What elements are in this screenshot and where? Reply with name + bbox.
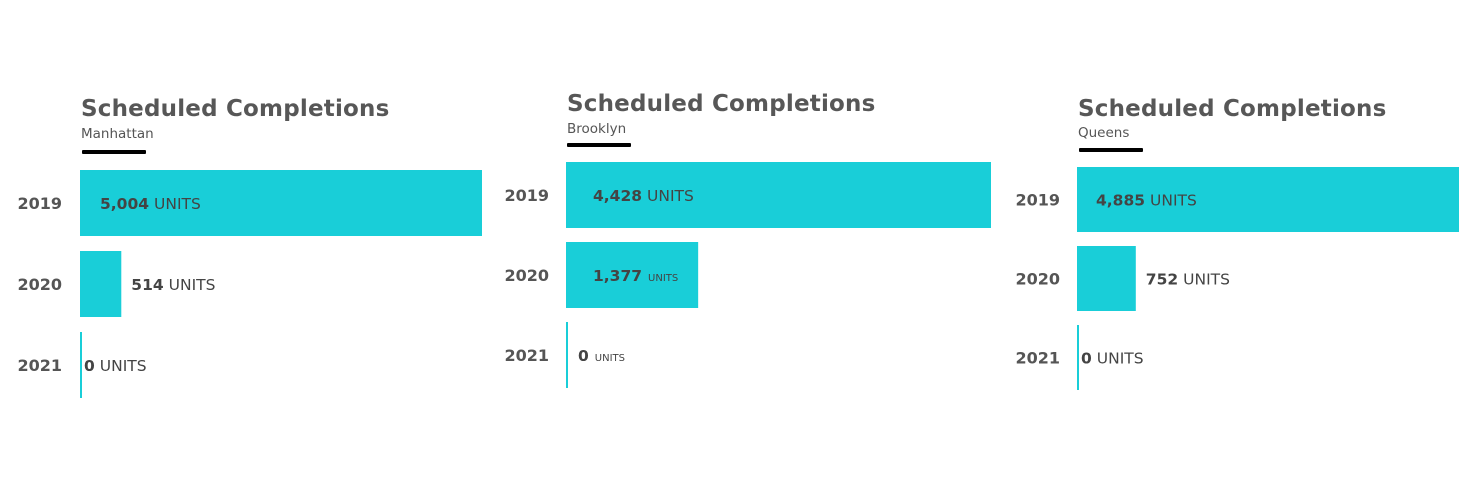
value-unit: UNITS [1150, 192, 1197, 210]
bar-2019 [566, 162, 991, 228]
chart-subtitle: Manhattan [81, 126, 154, 142]
title-underline [567, 143, 631, 147]
value-unit: UNITS [595, 353, 625, 364]
category-label-2020: 2020 [17, 275, 62, 294]
bar-2021 [1077, 325, 1079, 390]
category-label-2021: 2021 [504, 346, 549, 365]
value-label-2019: 5,004 UNITS [100, 195, 201, 213]
value-label-2021: 0 UNITS [84, 357, 147, 375]
category-label-2021: 2021 [17, 356, 62, 375]
value-number: 4,885 [1096, 192, 1145, 210]
bar-2020 [566, 242, 699, 308]
value-number: 0 [578, 347, 589, 365]
bar-2020 [1077, 246, 1136, 311]
value-unit: UNITS [647, 187, 694, 205]
chart-subtitle: Queens [1078, 125, 1130, 141]
bar-2019 [80, 170, 482, 236]
title-underline [1079, 148, 1143, 152]
value-label-2020: 1,377 UNITS [593, 267, 678, 285]
category-label-2021: 2021 [1015, 349, 1060, 368]
value-label-2019: 4,428 UNITS [593, 187, 694, 205]
value-number: 0 [1081, 350, 1092, 368]
value-unit: UNITS [169, 276, 216, 294]
value-unit: UNITS [1183, 271, 1230, 289]
category-label-2019: 2019 [17, 194, 62, 213]
chart-title: Scheduled Completions [1078, 96, 1387, 122]
value-number: 752 [1146, 271, 1178, 289]
value-number: 5,004 [100, 195, 149, 213]
bar-2021 [566, 322, 568, 388]
value-number: 4,428 [593, 187, 642, 205]
value-number: 0 [84, 357, 95, 375]
category-label-2020: 2020 [504, 266, 549, 285]
chart-title: Scheduled Completions [567, 91, 876, 117]
category-label-2019: 2019 [1015, 191, 1060, 210]
bar-2020 [80, 251, 122, 317]
value-label-2020: 514 UNITS [131, 276, 215, 294]
category-label-2019: 2019 [504, 186, 549, 205]
bar-chart-brooklyn: 2019 4,428 UNITS 2020 1,377 UNITS 2021 0 UNITS [504, 162, 991, 388]
value-label-2019: 4,885 UNITS [1096, 192, 1197, 210]
value-label-2021: 0 UNITS [1081, 350, 1144, 368]
chart-panel-brooklyn: Scheduled Completions Brooklyn 2019 4,428… [504, 91, 991, 388]
value-number: 514 [131, 276, 164, 294]
bar-chart-manhattan: 2019 5,004 UNITS 2020 514 UNITS 2021 0 UNITS [17, 170, 482, 398]
bar-2021 [80, 332, 82, 398]
chart-panel-manhattan: Scheduled Completions Manhattan 2019 5,00… [0, 0, 490, 492]
title-underline [82, 150, 146, 154]
category-label-2020: 2020 [1015, 270, 1060, 289]
value-label-2020: 752 UNITS [1146, 271, 1230, 289]
value-unit: UNITS [100, 357, 147, 375]
chart-subtitle: Brooklyn [567, 121, 627, 137]
value-unit: UNITS [1097, 350, 1144, 368]
chart-title: Scheduled Completions [81, 96, 390, 122]
bar-2019 [1077, 167, 1459, 232]
value-unit: UNITS [154, 195, 201, 213]
value-unit: UNITS [648, 273, 678, 284]
value-number: 1,377 [593, 267, 642, 285]
value-label-2021: 0 UNITS [578, 347, 625, 365]
